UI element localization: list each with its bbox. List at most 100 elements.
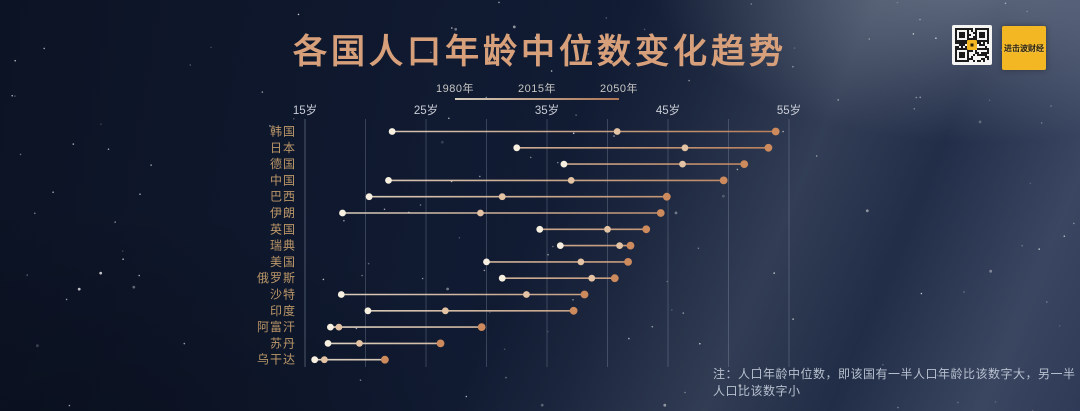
brand-logo: 进击波财经 (1002, 26, 1046, 70)
star-icon (293, 118, 295, 120)
star-icon (43, 47, 45, 50)
country-label: 韩国 (270, 124, 296, 139)
star-icon (1063, 235, 1066, 237)
star-icon (666, 280, 668, 283)
dot-1980 (327, 323, 334, 331)
star-icon (26, 274, 29, 276)
country-label: 乌干达 (257, 352, 296, 367)
star-icon (750, 3, 753, 5)
star-icon (68, 404, 71, 407)
country-label: 瑞典 (270, 239, 296, 253)
dot-2050 (771, 127, 780, 136)
dot-1980 (556, 242, 564, 250)
star-icon (465, 395, 468, 398)
star-icon (77, 287, 81, 291)
star-icon (505, 376, 507, 379)
country-row-4: 巴西 (270, 190, 671, 204)
qr-code (952, 25, 992, 65)
star-icon (792, 65, 794, 68)
dot-2015 (616, 242, 623, 250)
country-row-14: 乌干达 (257, 352, 389, 367)
country-label: 俄罗斯 (257, 271, 296, 285)
country-row-8: 美国 (270, 255, 632, 269)
star-icon (994, 401, 997, 403)
star-icon (605, 17, 608, 19)
star-icon (139, 193, 141, 195)
page-title: 各国人口年龄中位数变化趋势 (293, 33, 787, 71)
dot-1980 (513, 144, 521, 152)
star-icon (361, 274, 363, 277)
axis-tick-label: 45岁 (656, 103, 680, 117)
star-icon (699, 342, 701, 345)
star-icon (498, 1, 500, 4)
country-label: 中国 (270, 172, 296, 187)
star-icon (572, 132, 575, 135)
star-icon (1058, 325, 1061, 327)
star-icon (628, 337, 630, 340)
star-icon (261, 91, 264, 93)
star-icon (529, 156, 532, 159)
star-icon (1026, 10, 1028, 13)
star-icon (540, 403, 544, 407)
star-icon (534, 36, 538, 40)
legend-item-2015: 2015年 (496, 80, 578, 96)
star-icon (963, 291, 965, 293)
dot-2015 (613, 128, 621, 135)
star-icon (297, 13, 300, 16)
country-row-5: 伊朗 (270, 206, 665, 220)
star-icon (1073, 222, 1075, 225)
dot-2050 (610, 274, 619, 283)
star-icon (440, 140, 444, 144)
star-icon (550, 70, 553, 72)
dot-2050 (740, 160, 749, 169)
star-icon (1050, 105, 1052, 107)
star-icon (421, 277, 424, 280)
star-icon (183, 342, 186, 345)
star-icon (912, 33, 915, 35)
dot-1980 (385, 177, 392, 184)
star-icon (773, 272, 775, 274)
star-icon (587, 53, 590, 55)
star-icon (269, 125, 271, 127)
legend-label-1980: 1980年 (436, 83, 474, 95)
dot-1980 (324, 340, 332, 347)
dot-2015 (320, 356, 328, 364)
star-icon (430, 51, 432, 54)
star-icon (99, 271, 103, 275)
star-icon (1029, 182, 1032, 185)
star-icon (52, 191, 54, 193)
legend-item-2050: 2050年 (578, 80, 660, 96)
star-icon (978, 120, 982, 124)
star-icon (1004, 2, 1007, 5)
star-icon (451, 27, 453, 29)
star-icon (1040, 122, 1043, 124)
star-icon (989, 269, 993, 273)
star-icon (758, 367, 761, 369)
star-icon (671, 309, 673, 311)
star-icon (547, 253, 549, 256)
axis-tick-label: 15岁 (293, 103, 317, 117)
star-icon (458, 237, 461, 239)
country-label: 沙特 (270, 287, 296, 302)
star-icon (150, 164, 152, 166)
country-label: 印度 (270, 303, 296, 318)
x-axis-labels: 15岁 25岁 35岁 45岁 55岁 (293, 103, 801, 117)
dot-1980 (365, 193, 373, 201)
dot-2015 (477, 209, 484, 217)
star-icon (919, 18, 921, 21)
star-icon (479, 175, 481, 178)
country-row-6: 英国 (270, 222, 651, 236)
star-icon (688, 79, 690, 82)
star-icon (643, 28, 646, 31)
star-icon (868, 38, 871, 40)
star-icon (503, 348, 506, 351)
star-icon (915, 96, 918, 99)
dot-2050 (477, 323, 486, 331)
star-icon (367, 262, 370, 265)
dot-2050 (719, 176, 728, 185)
dot-2015 (588, 274, 596, 282)
legend-label-2015: 2015年 (518, 83, 556, 95)
star-icon (489, 311, 491, 314)
dot-2050 (656, 209, 665, 217)
